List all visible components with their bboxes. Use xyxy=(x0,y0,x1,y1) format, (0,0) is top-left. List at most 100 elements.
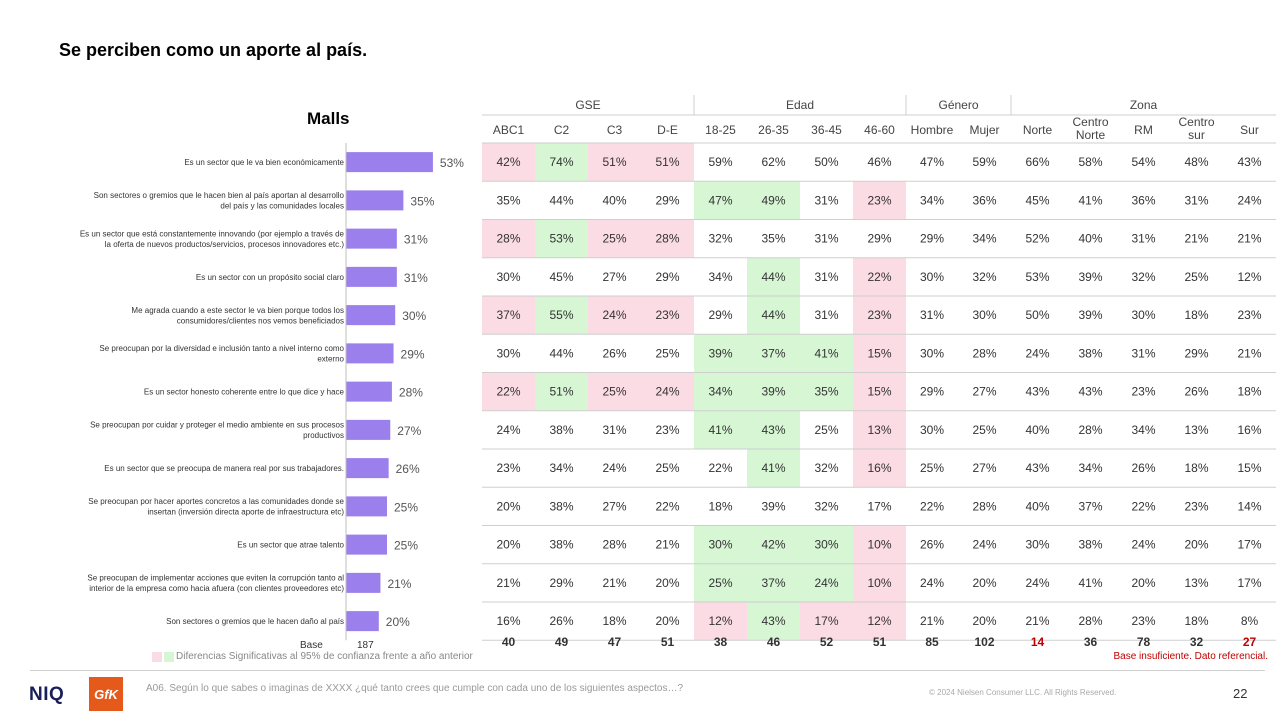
bar-value-label: 30% xyxy=(402,309,426,323)
bar xyxy=(346,381,392,402)
table-cell: 28% xyxy=(972,346,996,360)
table-cell: 22% xyxy=(708,461,732,475)
table-cell: 24% xyxy=(496,423,520,437)
table-cell: 25% xyxy=(814,423,838,437)
bar-value-label: 35% xyxy=(410,194,434,208)
highlight-cell xyxy=(694,181,747,220)
highlight-cell xyxy=(641,219,694,258)
table-cell: 41% xyxy=(708,423,732,437)
table-cell: 40% xyxy=(602,193,626,207)
highlight-cell xyxy=(694,563,747,602)
highlight-cell xyxy=(694,525,747,564)
table-cell: 15% xyxy=(1237,461,1261,475)
table-cell: 46% xyxy=(867,155,891,169)
bar xyxy=(346,534,387,555)
table-cell: 38% xyxy=(1078,346,1102,360)
table-cell: 28% xyxy=(972,499,996,513)
table-cell: 43% xyxy=(761,614,785,628)
table-cell: 31% xyxy=(814,232,838,246)
table-cell: 43% xyxy=(1237,155,1261,169)
highlight-cell xyxy=(853,372,906,411)
table-cell: 25% xyxy=(602,385,626,399)
table-cell: 31% xyxy=(920,308,944,322)
table-cell: 17% xyxy=(1237,538,1261,552)
column-header: D-E xyxy=(657,123,678,137)
table-cell: 39% xyxy=(1078,308,1102,322)
highlight-cell xyxy=(853,563,906,602)
table-cell: 58% xyxy=(1078,155,1102,169)
highlight-cell xyxy=(588,372,641,411)
gfk-logo: GfK xyxy=(89,677,123,711)
table-cell: 24% xyxy=(1131,538,1155,552)
table-cell: 20% xyxy=(496,499,520,513)
table-cell: 21% xyxy=(1237,232,1261,246)
bar-value-label: 25% xyxy=(394,539,418,553)
legend: Diferencias Significativas al 95% de con… xyxy=(152,651,473,662)
highlight-cell xyxy=(853,257,906,296)
table-cell: 27% xyxy=(972,461,996,475)
table-cell: 23% xyxy=(655,423,679,437)
table-cell: 34% xyxy=(708,270,732,284)
table-cell: 21% xyxy=(1184,232,1208,246)
table-cell: 20% xyxy=(496,538,520,552)
table-cell: 20% xyxy=(1184,538,1208,552)
bar-value-label: 29% xyxy=(401,347,425,361)
highlight-cell xyxy=(588,219,641,258)
base-cell: 38 xyxy=(714,635,728,649)
table-cell: 20% xyxy=(972,576,996,590)
table-cell: 20% xyxy=(972,614,996,628)
table-cell: 59% xyxy=(972,155,996,169)
table-cell: 31% xyxy=(814,270,838,284)
table-cell: 23% xyxy=(867,308,891,322)
table-cell: 22% xyxy=(496,385,520,399)
table-cell: 23% xyxy=(1131,614,1155,628)
table-cell: 29% xyxy=(655,270,679,284)
table-cell: 31% xyxy=(1131,232,1155,246)
base-cell: 85 xyxy=(925,635,939,649)
table-cell: 41% xyxy=(761,461,785,475)
page-title: Se perciben como un aporte al país. xyxy=(59,40,368,60)
bar-value-label: 31% xyxy=(404,271,428,285)
table-cell: 18% xyxy=(708,499,732,513)
table-cell: 21% xyxy=(496,576,520,590)
table-cell: 28% xyxy=(1078,614,1102,628)
table-cell: 18% xyxy=(1184,461,1208,475)
table-cell: 66% xyxy=(1025,155,1049,169)
table-cell: 18% xyxy=(1184,614,1208,628)
table-cell: 37% xyxy=(496,308,520,322)
table-cell: 39% xyxy=(1078,270,1102,284)
table-cell: 41% xyxy=(1078,193,1102,207)
statement-label: Es un sector honesto coherente entre lo … xyxy=(144,388,345,397)
table-cell: 35% xyxy=(814,385,838,399)
table-cell: 21% xyxy=(1237,346,1261,360)
highlight-cell xyxy=(588,296,641,335)
table-cell: 55% xyxy=(549,308,573,322)
table-cell: 30% xyxy=(814,538,838,552)
table-cell: 24% xyxy=(602,461,626,475)
table-cell: 28% xyxy=(655,232,679,246)
statement-label: Se preocupan de implementar acciones que… xyxy=(87,574,344,594)
insufficient-base-note: Base insuficiente. Dato referencial. xyxy=(1113,651,1268,662)
table-cell: 24% xyxy=(1237,193,1261,207)
highlight-cell xyxy=(535,143,588,182)
table-cell: 34% xyxy=(1131,423,1155,437)
table-cell: 31% xyxy=(1184,193,1208,207)
table-cell: 37% xyxy=(761,576,785,590)
table-cell: 51% xyxy=(602,155,626,169)
statement-label: Es un sector con un propósito social cla… xyxy=(196,273,345,282)
highlight-cell xyxy=(747,602,800,641)
chart-title: Malls xyxy=(307,109,350,128)
bar-value-label: 25% xyxy=(394,500,418,514)
table-cell: 10% xyxy=(867,538,891,552)
statement-label: Se preocupan por hacer aportes concretos… xyxy=(88,497,344,517)
column-header: ABC1 xyxy=(493,123,525,137)
table-cell: 43% xyxy=(1078,385,1102,399)
table-cell: 22% xyxy=(1131,499,1155,513)
base-cell: 49 xyxy=(555,635,569,649)
statement-label: Me agrada cuando a este sector le va bie… xyxy=(131,306,344,326)
table-cell: 26% xyxy=(920,538,944,552)
highlight-cell xyxy=(482,219,535,258)
highlight-cell xyxy=(588,143,641,182)
table-cell: 25% xyxy=(708,576,732,590)
table-cell: 25% xyxy=(920,461,944,475)
